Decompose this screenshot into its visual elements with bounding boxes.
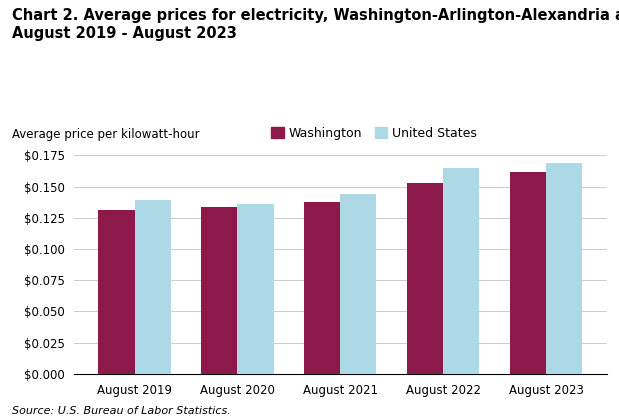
Bar [547, 163, 582, 374]
Legend: Washington, United States: Washington, United States [266, 122, 482, 145]
Bar [201, 207, 238, 374]
Text: Chart 2. Average prices for electricity, Washington-Arlington-Alexandria and Uni: Chart 2. Average prices for electricity,… [12, 8, 619, 41]
Bar [134, 200, 171, 374]
Bar [98, 210, 134, 374]
Bar [443, 168, 480, 374]
Bar [510, 172, 547, 374]
Text: Source: U.S. Bureau of Labor Statistics.: Source: U.S. Bureau of Labor Statistics. [12, 406, 231, 416]
Bar [305, 202, 340, 374]
Bar [340, 194, 376, 374]
Bar [238, 204, 274, 374]
Text: Average price per kilowatt-hour: Average price per kilowatt-hour [12, 128, 200, 141]
Bar [407, 183, 443, 374]
